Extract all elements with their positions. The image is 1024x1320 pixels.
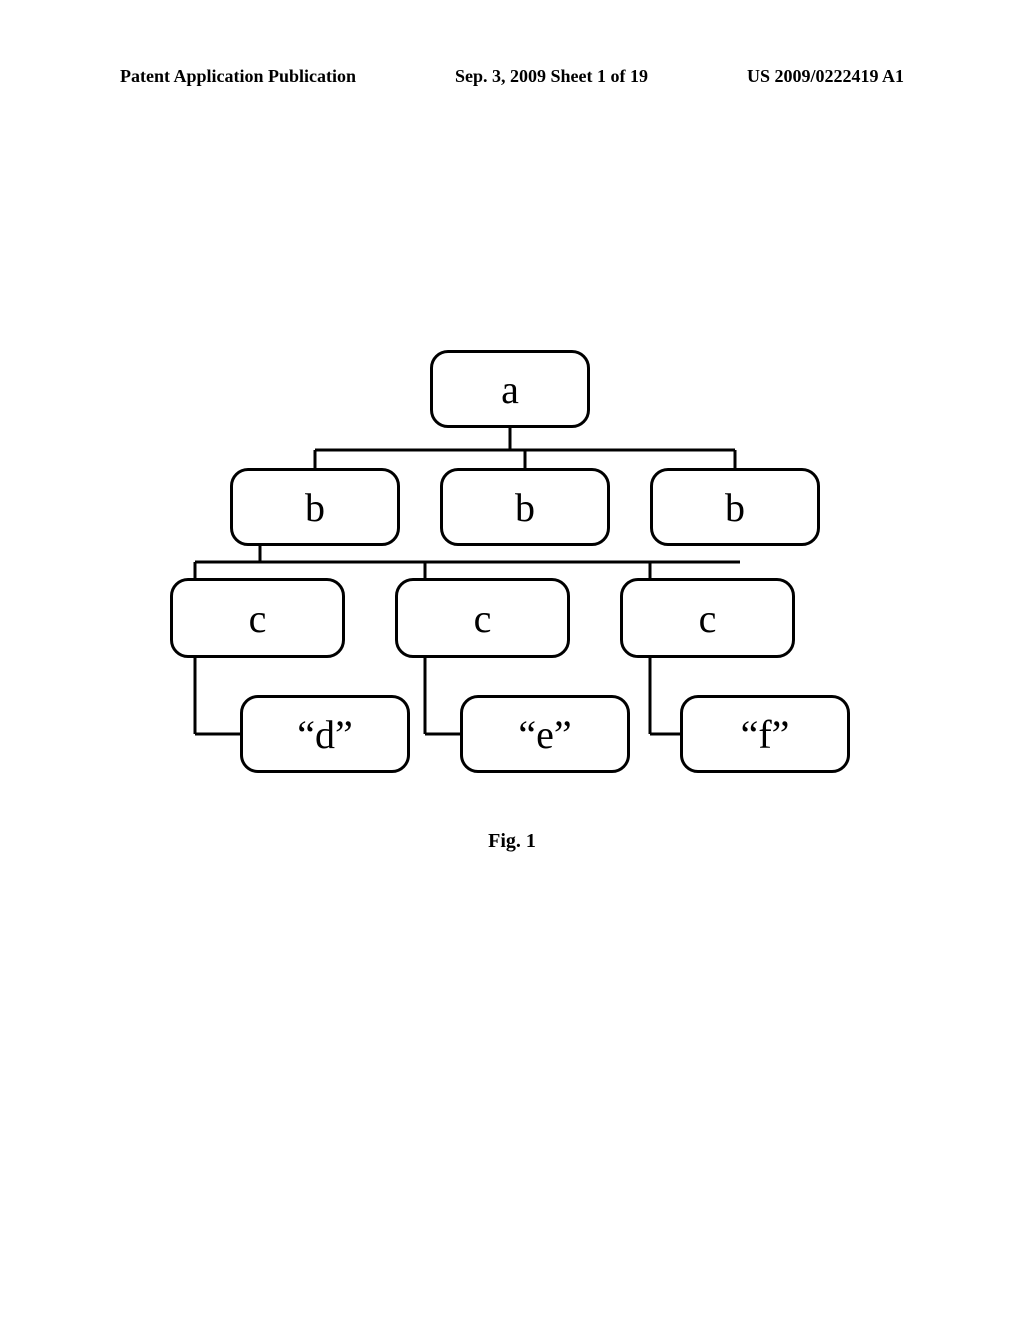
tree-node-f: “f” xyxy=(680,695,850,773)
tree-node-c3: c xyxy=(620,578,795,658)
tree-node-e: “e” xyxy=(460,695,630,773)
tree-node-b1: b xyxy=(230,468,400,546)
tree-node-d: “d” xyxy=(240,695,410,773)
tree-node-b2: b xyxy=(440,468,610,546)
tree-diagram: abbbccc“d”“e”“f” xyxy=(140,350,880,790)
tree-node-b3: b xyxy=(650,468,820,546)
tree-node-c2: c xyxy=(395,578,570,658)
figure-caption: Fig. 1 xyxy=(0,830,1024,853)
header-middle: Sep. 3, 2009 Sheet 1 of 19 xyxy=(455,66,648,87)
header-right: US 2009/0222419 A1 xyxy=(747,66,904,87)
header-left: Patent Application Publication xyxy=(120,66,356,87)
tree-node-a: a xyxy=(430,350,590,428)
page-header: Patent Application Publication Sep. 3, 2… xyxy=(0,66,1024,87)
tree-node-c1: c xyxy=(170,578,345,658)
